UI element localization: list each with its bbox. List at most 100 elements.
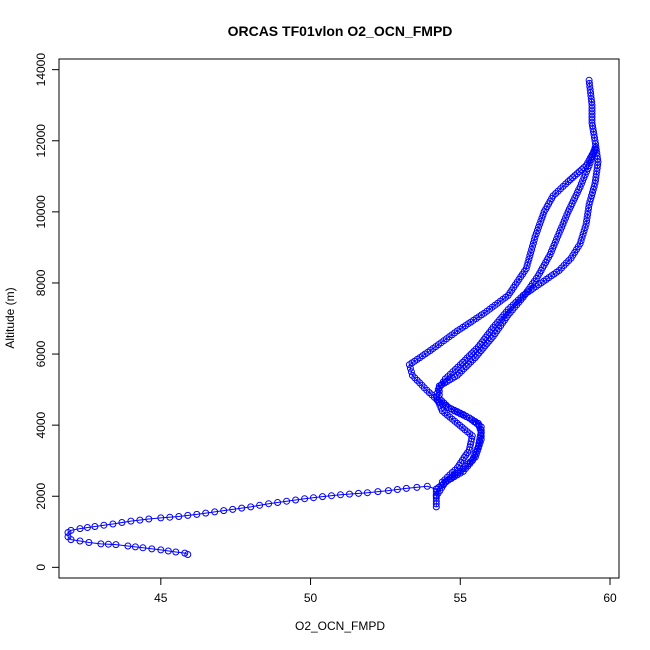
data-point-499 (172, 548, 180, 556)
data-point-313 (471, 453, 479, 461)
data-point-114 (578, 233, 586, 241)
y-tick-label-4: 8000 (34, 269, 48, 296)
data-point-477 (127, 517, 135, 525)
data-point-407 (529, 239, 537, 247)
data-point-434 (575, 168, 583, 176)
data-point-429 (564, 178, 572, 186)
data-point-463 (256, 501, 264, 509)
data-point-474 (157, 514, 165, 522)
data-point-415 (538, 214, 546, 222)
data-point-436 (580, 164, 588, 172)
data-point-115 (579, 230, 587, 238)
data-point-112 (576, 240, 584, 248)
data-point-466 (229, 505, 237, 513)
data-point-485 (64, 529, 72, 536)
data-point-129 (589, 186, 597, 193)
data-point-452 (355, 489, 362, 497)
data-point-472 (175, 513, 183, 520)
data-point-443 (591, 146, 599, 154)
data-point-411 (533, 227, 541, 234)
data-point-121 (584, 211, 592, 218)
data-point-164 (585, 79, 593, 87)
data-point-455 (328, 492, 335, 500)
data-point-501 (184, 551, 192, 558)
data-point-117 (581, 224, 589, 232)
data-point-404 (527, 249, 535, 257)
data-point-223 (479, 344, 487, 352)
data-point-125 (586, 198, 594, 206)
data-point-457 (310, 494, 317, 502)
data-point-406 (529, 242, 536, 250)
data-point-203 (434, 386, 442, 394)
data-point-126 (587, 195, 595, 203)
data-point-217 (467, 358, 475, 366)
data-point-446 (413, 483, 421, 491)
data-point-490 (97, 540, 105, 548)
data-point-220 (473, 351, 481, 359)
data-point-459 (292, 496, 300, 504)
data-point-227 (487, 335, 495, 343)
data-point-445 (423, 482, 431, 490)
data-point-412 (535, 223, 542, 231)
data-point-349 (408, 371, 416, 379)
data-point-451 (363, 489, 371, 497)
data-point-271 (562, 214, 569, 222)
data-point-465 (238, 504, 246, 512)
y-tick-label-0: 0 (34, 564, 48, 571)
series-line-1 (435, 147, 596, 483)
data-point-401 (524, 258, 532, 266)
data-point-403 (526, 252, 534, 260)
data-point-471 (184, 511, 192, 519)
data-point-470 (193, 510, 201, 518)
data-point-433 (573, 170, 581, 178)
data-point-450 (374, 488, 382, 496)
data-point-435 (578, 166, 586, 174)
y-tick-label-6: 12000 (34, 124, 48, 158)
data-point-489 (85, 539, 93, 546)
data-point-213 (458, 367, 466, 375)
data-point-448 (393, 486, 401, 493)
data-point-496 (148, 545, 156, 553)
data-point-264 (553, 235, 560, 243)
data-point-211 (453, 371, 461, 379)
data-point-122 (584, 207, 592, 215)
data-point-456 (319, 493, 326, 501)
data-point-475 (145, 515, 153, 523)
y-axis: 0 2000 4000 6000 8000 10000 12000 14000 (34, 53, 59, 571)
y-axis-label: Altitude (m) (3, 287, 17, 348)
data-point-449 (384, 487, 392, 495)
data-point-447 (402, 484, 410, 492)
y-tick-label-3: 6000 (34, 340, 48, 367)
data-point-492 (112, 541, 120, 549)
data-point-266 (555, 229, 563, 237)
data-point-260 (547, 248, 555, 255)
x-tick-label-3: 60 (603, 591, 617, 605)
data-point-467 (220, 507, 228, 515)
data-point-346 (416, 379, 424, 387)
data-point-116 (580, 227, 588, 235)
y-tick-label-1: 2000 (34, 483, 48, 510)
data-point-483 (76, 525, 84, 533)
data-point-430 (566, 176, 574, 184)
data-point-414 (537, 217, 545, 225)
data-point-431 (569, 174, 577, 182)
data-point-409 (531, 233, 539, 241)
data-point-491 (104, 540, 112, 548)
data-point-127 (588, 192, 596, 200)
data-point-432 (571, 172, 579, 180)
x-tick-label-0: 45 (154, 591, 168, 605)
data-point-498 (164, 547, 172, 555)
data-point-464 (247, 503, 255, 511)
y-tick-label-7: 14000 (34, 53, 48, 87)
data-point-165 (585, 76, 593, 84)
data-point-119 (583, 217, 591, 225)
data-point-468 (211, 508, 219, 516)
chart-title: ORCAS TF01vlon O2_OCN_FMPD (228, 23, 453, 39)
x-tick-label-1: 50 (304, 591, 318, 605)
x-tick-label-2: 55 (454, 591, 468, 605)
data-point-408 (530, 236, 538, 244)
data-point-350 (407, 368, 415, 376)
data-point-218 (469, 356, 477, 364)
data-point-481 (91, 523, 99, 530)
